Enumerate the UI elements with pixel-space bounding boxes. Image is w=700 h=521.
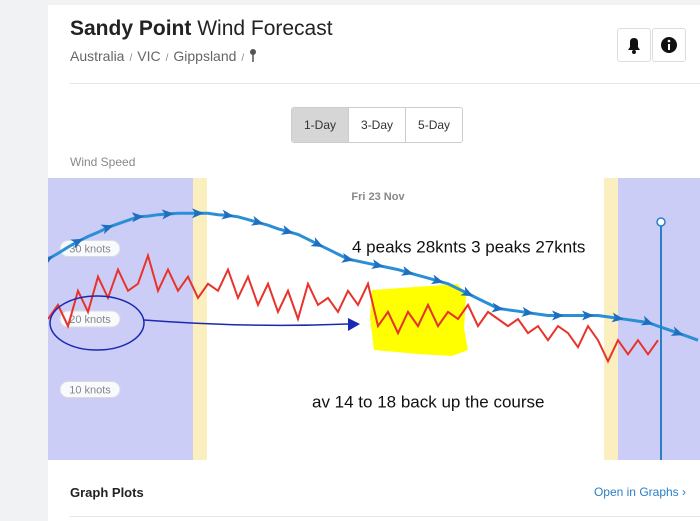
highlight xyxy=(370,284,468,356)
divider xyxy=(70,83,700,84)
direction-arrow xyxy=(521,306,534,317)
direction-arrow xyxy=(640,315,654,326)
y-tick-label: 10 knots xyxy=(69,384,111,396)
forecast-card: Sandy Point Wind Forecast Australia / VIC /… xyxy=(48,5,700,521)
series-line xyxy=(48,252,659,364)
separator: / xyxy=(129,53,133,64)
direction-arrow xyxy=(280,225,294,235)
direction-arrow xyxy=(670,326,684,336)
direction-arrow xyxy=(250,215,264,226)
twilight-band xyxy=(604,178,618,460)
breadcrumb[interactable]: Australia xyxy=(70,48,125,64)
direction-arrow xyxy=(221,209,234,220)
direction-arrow xyxy=(400,266,414,276)
hand-arrow-head xyxy=(348,318,360,331)
direction-arrow xyxy=(460,286,474,297)
info-button[interactable] xyxy=(652,28,686,62)
bell-icon xyxy=(628,38,640,54)
section-label: Wind Speed xyxy=(70,155,136,169)
twilight-band xyxy=(193,178,207,460)
direction-arrow xyxy=(131,212,144,223)
annotation: 4 peaks 28knts 3 peaks 27knts xyxy=(352,237,585,256)
direction-arrow xyxy=(161,209,174,220)
direction-arrow xyxy=(192,208,204,219)
direction-arrow xyxy=(100,224,114,235)
direction-arrow xyxy=(70,238,84,249)
separator: / xyxy=(241,53,245,64)
divider xyxy=(70,516,700,517)
page-title: Sandy Point Wind Forecast xyxy=(70,17,333,41)
direction-arrow xyxy=(48,256,54,267)
y-tick-pill xyxy=(59,310,121,328)
annotation: av 14 to 18 back up the course xyxy=(312,392,545,411)
range-tabs: 1-Day 3-Day 5-Day xyxy=(291,107,464,143)
direction-arrow xyxy=(552,310,564,321)
title-rest: Wind Forecast xyxy=(197,17,333,40)
wind-chart: Fri 23 Nov 10 knots 20 knots 30 knots 4 pe… xyxy=(48,178,700,460)
tab[interactable]: 1-Day xyxy=(292,108,349,142)
direction-arrow xyxy=(430,274,444,285)
direction-arrow xyxy=(310,237,324,247)
open-link[interactable]: Open in Graphs › xyxy=(593,485,686,499)
direction-arrow xyxy=(371,259,384,270)
tab[interactable]: 3-Day xyxy=(348,108,406,142)
hand-arrow xyxy=(143,319,349,327)
alert-button[interactable] xyxy=(617,28,651,62)
y-tick-label: 30 knots xyxy=(69,243,111,255)
tab[interactable]: 5-Day xyxy=(405,108,463,142)
now-marker xyxy=(656,217,666,227)
info-icon xyxy=(661,37,677,53)
breadcrumbs: Australia / VIC / Gippsland / xyxy=(70,48,257,64)
breadcrumb[interactable]: VIC xyxy=(137,48,161,64)
direction-arrow xyxy=(341,252,354,263)
y-tick-pill xyxy=(59,381,121,398)
location-name: Sandy Point xyxy=(70,17,192,40)
hand-circle xyxy=(49,295,145,351)
direction-arrow xyxy=(611,312,624,323)
y-tick-label: 20 knots xyxy=(69,314,111,326)
date-label: Fri 23 Nov xyxy=(351,191,405,203)
separator: / xyxy=(165,53,169,64)
breadcrumb[interactable]: Gippsland xyxy=(173,48,237,64)
direction-arrow xyxy=(582,310,594,321)
direction-arrow xyxy=(491,302,504,313)
pin-icon[interactable] xyxy=(249,48,257,62)
section-title: Graph Plots xyxy=(70,485,144,500)
